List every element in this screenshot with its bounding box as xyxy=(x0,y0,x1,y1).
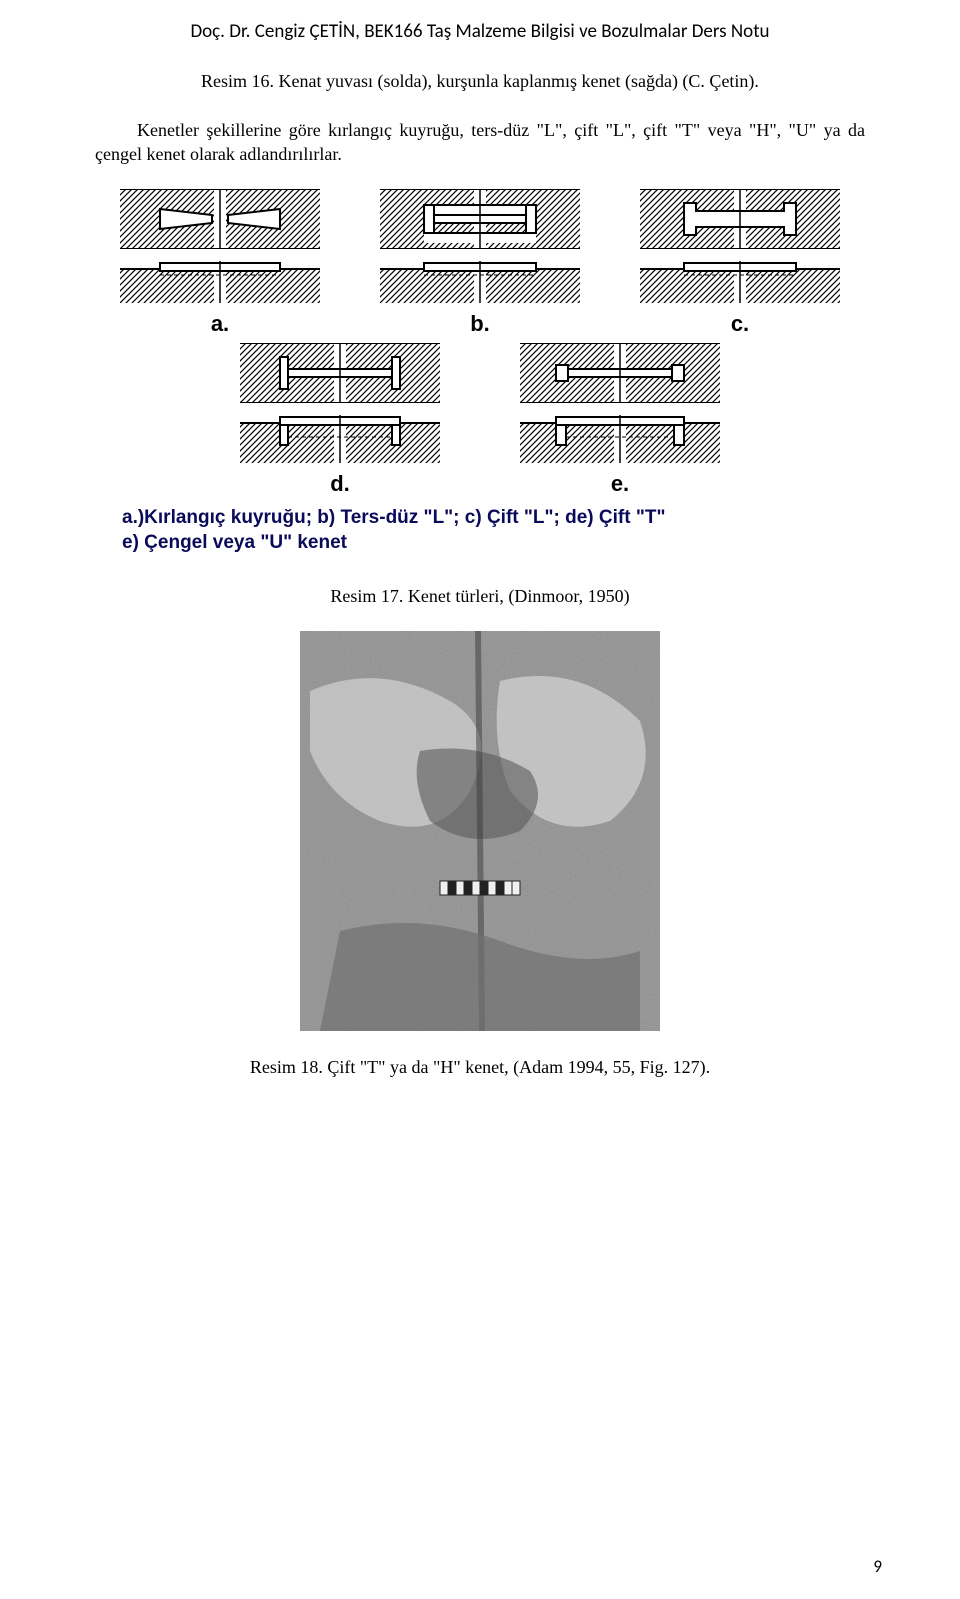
kenet-b-label: b. xyxy=(470,311,490,337)
kenet-c-side-icon xyxy=(640,255,840,303)
photo-svg-placeholder xyxy=(300,631,660,1031)
kenet-d-top-icon xyxy=(240,343,440,403)
photo-resim-18 xyxy=(300,631,660,1031)
kenet-e-label: e. xyxy=(611,471,629,497)
kenet-b-top-icon xyxy=(380,189,580,249)
kenet-c-top-icon xyxy=(640,189,840,249)
kenet-e-top-icon xyxy=(520,343,720,403)
kenet-d-side-icon xyxy=(240,409,440,463)
caption-resim-18: Resim 18. Çift "T" ya da "H" kenet, (Ada… xyxy=(95,1057,865,1078)
kenet-a-top-icon xyxy=(120,189,320,249)
figure-kenet-caption: a.)Kırlangıç kuyruğu; b) Ters-düz "L"; c… xyxy=(120,505,840,556)
kenet-d: d. xyxy=(240,343,440,497)
caption-resim-16: Resim 16. Kenat yuvası (solda), kurşunla… xyxy=(95,71,865,92)
caption-resim-17: Resim 17. Kenet türleri, (Dinmoor, 1950) xyxy=(95,586,865,607)
page-number: 9 xyxy=(873,1556,882,1577)
kenet-e: e. xyxy=(520,343,720,497)
page-header: Doç. Dr. Cengiz ÇETİN, BEK166 Taş Malzem… xyxy=(95,20,865,43)
figure-kenet-types: a. xyxy=(120,189,840,556)
kenet-c-label: c. xyxy=(731,311,749,337)
kenet-a-label: a. xyxy=(211,311,229,337)
kenet-row-2: d. xyxy=(120,343,840,497)
body-paragraph: Kenetler şekillerine göre kırlangıç kuyr… xyxy=(95,118,865,167)
kenet-e-side-icon xyxy=(520,409,720,463)
kenet-c: c. xyxy=(640,189,840,337)
body-text-span: Kenetler şekillerine göre kırlangıç kuyr… xyxy=(95,120,865,164)
kenet-a-side-icon xyxy=(120,255,320,303)
kenet-row-1: a. xyxy=(120,189,840,337)
kenet-b-side-icon xyxy=(380,255,580,303)
kenet-a: a. xyxy=(120,189,320,337)
kenet-d-label: d. xyxy=(330,471,350,497)
kenet-b: b. xyxy=(380,189,580,337)
